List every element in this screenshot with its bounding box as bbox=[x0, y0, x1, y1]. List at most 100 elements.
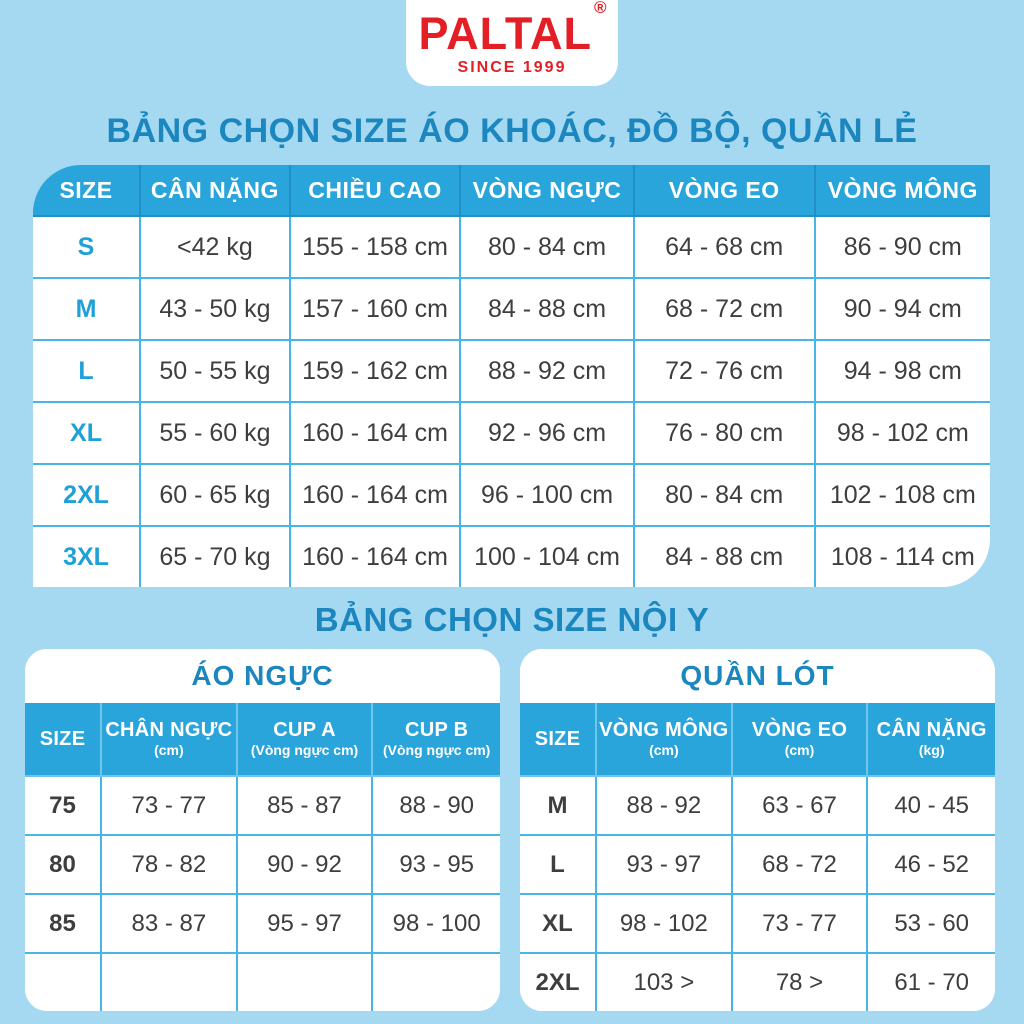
panty-table-title: QUẦN LÓT bbox=[520, 649, 995, 703]
value-cell: <42 kg bbox=[139, 215, 291, 279]
value-cell: 95 - 97 bbox=[235, 893, 374, 954]
value-cell: 98 - 102 cm bbox=[813, 401, 990, 465]
brand-text: PALTAL bbox=[418, 8, 592, 59]
column-header: CHÂN NGỰC (cm) bbox=[100, 702, 238, 777]
size-label: L bbox=[520, 834, 598, 895]
column-header: CÂN NẶNG (kg) bbox=[866, 702, 995, 777]
value-cell: 76 - 80 cm bbox=[632, 401, 816, 465]
underwear-section-title: BẢNG CHỌN SIZE NỘI Y bbox=[314, 601, 710, 638]
brand-logo: PALTAL® SINCE 1999 bbox=[406, 0, 618, 86]
size-label: 2XL bbox=[33, 463, 142, 527]
size-label: S bbox=[33, 215, 142, 279]
column-header: VÒNG NGỰC bbox=[459, 165, 635, 217]
underwear-tables: ÁO NGỰC SIZE CHÂN NGỰC (cm) CUP A (Vòng ngực… bbox=[0, 649, 1024, 1011]
value-cell: 80 - 84 cm bbox=[459, 215, 635, 279]
outerwear-table-body: S <42 kg 155 - 158 cm 80 - 84 cm 64 - 68 cm 8… bbox=[33, 215, 990, 587]
value-cell: 73 - 77 bbox=[100, 775, 238, 836]
value-cell: 160 - 164 cm bbox=[288, 401, 462, 465]
brand-name: PALTAL® bbox=[418, 0, 607, 59]
table-row: 2XL 60 - 65 kg 160 - 164 cm 96 - 100 cm 80 -… bbox=[33, 463, 990, 527]
column-header: CUP B (Vòng ngực cm) bbox=[371, 702, 500, 777]
value-cell: 157 - 160 cm bbox=[288, 277, 462, 341]
bra-size-card: ÁO NGỰC SIZE CHÂN NGỰC (cm) CUP A (Vòng ngực… bbox=[25, 649, 500, 1011]
value-cell: 100 - 104 cm bbox=[459, 525, 635, 587]
value-cell: 68 - 72 bbox=[730, 834, 869, 895]
value-cell bbox=[100, 952, 238, 1011]
size-label: M bbox=[33, 277, 142, 341]
bra-table-title: ÁO NGỰC bbox=[25, 649, 500, 703]
column-header: SIZE bbox=[33, 165, 142, 217]
value-cell: 85 - 87 bbox=[235, 775, 374, 836]
value-cell: 68 - 72 cm bbox=[632, 277, 816, 341]
bra-header-row: SIZE CHÂN NGỰC (cm) CUP A (Vòng ngực cm) CUP … bbox=[25, 702, 500, 777]
table-row: 75 73 - 77 85 - 87 88 - 90 bbox=[25, 775, 500, 836]
value-cell: 65 - 70 kg bbox=[139, 525, 291, 587]
size-label: XL bbox=[33, 401, 142, 465]
panty-size-card: QUẦN LÓT SIZE VÒNG MÔNG (cm) VÒNG EO (cm) CÂN… bbox=[520, 649, 995, 1011]
value-cell: 64 - 68 cm bbox=[632, 215, 816, 279]
table-row: S <42 kg 155 - 158 cm 80 - 84 cm 64 - 68 cm 8… bbox=[33, 215, 990, 279]
brand-tagline: SINCE 1999 bbox=[457, 59, 567, 76]
table-row: L 50 - 55 kg 159 - 162 cm 88 - 92 cm 72 - 76… bbox=[33, 339, 990, 403]
value-cell: 88 - 90 bbox=[371, 775, 500, 836]
value-cell: 93 - 95 bbox=[371, 834, 500, 895]
value-cell: 103 > bbox=[595, 952, 733, 1011]
bra-table-body: 75 73 - 77 85 - 87 88 - 90 80 78 - 82 90 - 92 9… bbox=[25, 775, 500, 1011]
value-cell: 83 - 87 bbox=[100, 893, 238, 954]
table-row bbox=[25, 952, 500, 1011]
value-cell: 73 - 77 bbox=[730, 893, 869, 954]
outerwear-table: SIZE CÂN NẶNG CHIỀU CAO VÒNG NGỰC VÒNG EO VÒN… bbox=[33, 165, 990, 587]
column-header: VÒNG EO bbox=[632, 165, 816, 217]
outerwear-header-row: SIZE CÂN NẶNG CHIỀU CAO VÒNG NGỰC VÒNG EO VÒN… bbox=[33, 165, 990, 217]
value-cell: 108 - 114 cm bbox=[813, 525, 990, 587]
value-cell: 84 - 88 cm bbox=[459, 277, 635, 341]
value-cell: 40 - 45 bbox=[866, 775, 995, 836]
value-cell: 55 - 60 kg bbox=[139, 401, 291, 465]
value-cell: 90 - 94 cm bbox=[813, 277, 990, 341]
column-header: CÂN NẶNG bbox=[139, 165, 291, 217]
value-cell: 160 - 164 cm bbox=[288, 463, 462, 527]
bra-table: SIZE CHÂN NGỰC (cm) CUP A (Vòng ngực cm) CUP … bbox=[25, 702, 500, 1011]
value-cell: 43 - 50 kg bbox=[139, 277, 291, 341]
column-header: CHIỀU CAO bbox=[288, 165, 462, 217]
value-cell: 93 - 97 bbox=[595, 834, 733, 895]
registered-mark: ® bbox=[593, 0, 608, 17]
table-row: 80 78 - 82 90 - 92 93 - 95 bbox=[25, 834, 500, 895]
column-header: VÒNG EO (cm) bbox=[730, 702, 869, 777]
value-cell: 61 - 70 bbox=[866, 952, 995, 1011]
column-header: VÒNG MÔNG bbox=[813, 165, 990, 217]
panty-header-row: SIZE VÒNG MÔNG (cm) VÒNG EO (cm) CÂN NẶNG (kg) bbox=[520, 702, 995, 777]
value-cell: 50 - 55 kg bbox=[139, 339, 291, 403]
outerwear-size-table: SIZE CÂN NẶNG CHIỀU CAO VÒNG NGỰC VÒNG EO VÒN… bbox=[33, 165, 990, 587]
panty-table: SIZE VÒNG MÔNG (cm) VÒNG EO (cm) CÂN NẶNG (kg)… bbox=[520, 702, 995, 1011]
value-cell: 88 - 92 cm bbox=[459, 339, 635, 403]
table-row: M 88 - 92 63 - 67 40 - 45 bbox=[520, 775, 995, 836]
table-row: XL 55 - 60 kg 160 - 164 cm 92 - 96 cm 76 - 8… bbox=[33, 401, 990, 465]
value-cell: 88 - 92 bbox=[595, 775, 733, 836]
value-cell: 63 - 67 bbox=[730, 775, 869, 836]
column-header: SIZE bbox=[25, 702, 103, 777]
size-label: 80 bbox=[25, 834, 103, 895]
size-label: M bbox=[520, 775, 598, 836]
size-label: XL bbox=[520, 893, 598, 954]
table-row: L 93 - 97 68 - 72 46 - 52 bbox=[520, 834, 995, 895]
value-cell bbox=[235, 952, 374, 1011]
size-label: 2XL bbox=[520, 952, 598, 1011]
value-cell: 159 - 162 cm bbox=[288, 339, 462, 403]
table-row: 2XL 103 >78 >61 - 70 bbox=[520, 952, 995, 1011]
value-cell: 80 - 84 cm bbox=[632, 463, 816, 527]
size-label bbox=[25, 952, 103, 1011]
value-cell: 72 - 76 cm bbox=[632, 339, 816, 403]
size-label: 3XL bbox=[33, 525, 142, 587]
size-label: L bbox=[33, 339, 142, 403]
value-cell: 60 - 65 kg bbox=[139, 463, 291, 527]
panty-table-body: M 88 - 92 63 - 67 40 - 45 L 93 - 97 68 - 72 46 … bbox=[520, 775, 995, 1011]
value-cell: 86 - 90 cm bbox=[813, 215, 990, 279]
table-row: XL 98 - 102 73 - 77 53 - 60 bbox=[520, 893, 995, 954]
value-cell: 160 - 164 cm bbox=[288, 525, 462, 587]
table-row: 85 83 - 87 95 - 97 98 - 100 bbox=[25, 893, 500, 954]
size-label: 85 bbox=[25, 893, 103, 954]
outerwear-title: BẢNG CHỌN SIZE ÁO KHOÁC, ĐỒ BỘ, QUẦN LẺ bbox=[106, 112, 918, 150]
table-row: M 43 - 50 kg 157 - 160 cm 84 - 88 cm 68 - 72… bbox=[33, 277, 990, 341]
